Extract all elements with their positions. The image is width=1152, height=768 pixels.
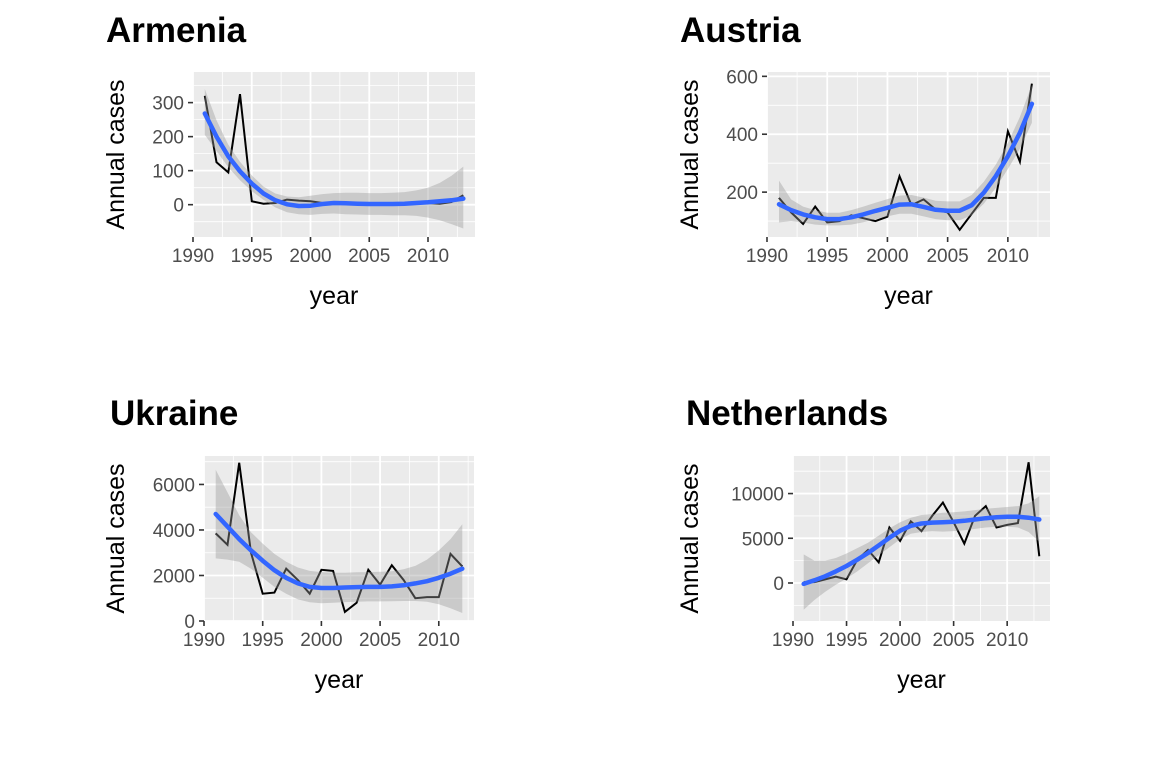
y-tick-label: 2000 xyxy=(153,566,195,587)
y-axis-title: Annual cases xyxy=(676,79,704,229)
x-tick-label: 2010 xyxy=(986,630,1028,651)
x-tick-label: 2000 xyxy=(300,630,342,651)
x-tick-label: 2005 xyxy=(348,246,390,267)
smooth-trend-line xyxy=(213,511,465,591)
x-axis-title: year xyxy=(315,666,364,694)
y-axis-title: Annual cases xyxy=(676,463,704,613)
confidence-band xyxy=(779,85,1032,226)
x-tick-label: 1995 xyxy=(242,630,284,651)
y-tick-label: 400 xyxy=(726,125,758,146)
x-tick-label: 2000 xyxy=(879,630,921,651)
chart-title-armenia: Armenia xyxy=(106,11,247,50)
x-tick-label: 1990 xyxy=(183,630,225,651)
x-tick-label: 2005 xyxy=(932,630,974,651)
x-tick-label: 1995 xyxy=(806,246,848,267)
observed-line xyxy=(778,83,1033,232)
chart-title-netherlands: Netherlands xyxy=(686,394,888,433)
y-tick-label: 4000 xyxy=(153,521,195,542)
confidence-band xyxy=(803,496,1040,610)
chart-title-ukraine: Ukraine xyxy=(110,394,238,433)
observed-line xyxy=(803,462,1041,584)
chart-title-austria: Austria xyxy=(680,11,801,50)
y-tick-label: 600 xyxy=(726,67,758,88)
x-tick-label: 2010 xyxy=(987,246,1029,267)
y-tick-label: 0 xyxy=(773,574,784,595)
smooth-trend-line xyxy=(801,514,1042,587)
x-tick-label: 2000 xyxy=(289,246,331,267)
y-tick-label: 200 xyxy=(152,128,184,149)
smooth-trend-line xyxy=(776,101,1035,222)
x-tick-label: 1990 xyxy=(172,246,214,267)
chart-panel-armenia: 0 100 200 300 1990 1995 2000 2005 2010 Armenia yea… xyxy=(102,11,475,310)
y-tick-label: 0 xyxy=(173,196,184,217)
chart-panel-netherlands: 0 5000 10000 1990 1995 2000 2005 2010 Netherland… xyxy=(676,394,1050,694)
x-axis-title: year xyxy=(310,282,359,310)
x-axis-title: year xyxy=(897,666,946,694)
x-tick-label: 2000 xyxy=(866,246,908,267)
x-tick-label: 1995 xyxy=(825,630,867,651)
chart-panel-ukraine: 0 2000 4000 6000 1990 1995 2000 2005 2010 Ukraine… xyxy=(102,394,474,694)
confidence-band xyxy=(215,469,463,613)
x-axis-title: year xyxy=(884,282,933,310)
chart-panel-austria: 200 400 600 1990 1995 2000 2005 2010 Austria year… xyxy=(676,11,1050,310)
plot-area xyxy=(202,89,466,229)
plot-area xyxy=(776,83,1035,232)
x-tick-label: 2010 xyxy=(418,630,460,651)
smooth-trend-line xyxy=(202,111,466,209)
x-tick-label: 2005 xyxy=(359,630,401,651)
x-tick-label: 2005 xyxy=(926,246,968,267)
y-tick-label: 10000 xyxy=(731,485,784,506)
y-tick-label: 5000 xyxy=(742,529,784,550)
plot-area xyxy=(801,462,1042,610)
y-tick-label: 300 xyxy=(152,94,184,115)
x-tick-label: 1995 xyxy=(231,246,273,267)
x-tick-label: 1990 xyxy=(746,246,788,267)
y-tick-label: 100 xyxy=(152,162,184,183)
y-axis-title: Annual cases xyxy=(102,463,130,613)
y-tick-label: 200 xyxy=(726,183,758,204)
y-axis-title: Annual cases xyxy=(102,79,130,229)
observed-line xyxy=(215,462,464,614)
x-tick-label: 1990 xyxy=(772,630,814,651)
confidence-band xyxy=(204,89,464,229)
y-tick-label: 6000 xyxy=(153,475,195,496)
y-tick-label: 0 xyxy=(184,612,195,633)
plot-area xyxy=(213,462,465,614)
x-tick-label: 2010 xyxy=(407,246,449,267)
